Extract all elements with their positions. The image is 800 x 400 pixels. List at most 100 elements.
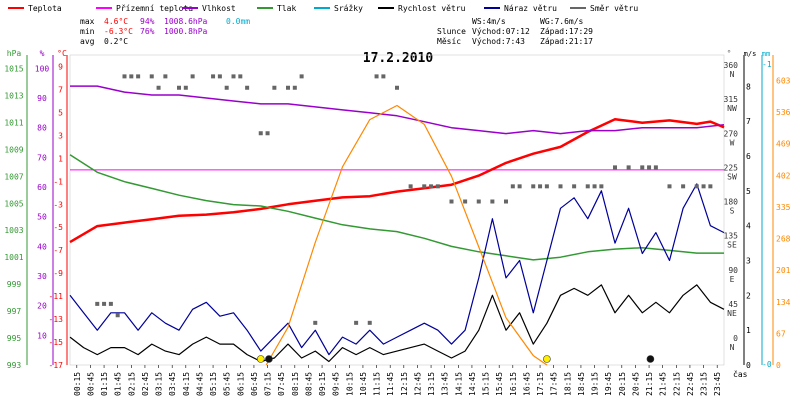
stats-label: min bbox=[80, 27, 95, 36]
hpa-tick: 993 bbox=[7, 361, 22, 370]
direction-tick-label: NE bbox=[727, 309, 737, 318]
x-tick: 11:15 bbox=[373, 372, 382, 396]
stats-block: max 4.6°C 94% 1008.6hPa 0.0mm min -6.3°C 76% 100… bbox=[80, 17, 250, 46]
stats-pressure: 1008.6hPa bbox=[164, 17, 208, 26]
series-line-slunce bbox=[265, 104, 548, 366]
legend: Teplota Přízemní teplota Vlhkost Tlak Srážky… bbox=[8, 4, 638, 13]
humidity-axis-unit: % bbox=[40, 49, 45, 58]
wind-direction-point bbox=[374, 74, 379, 79]
wind-tick: 2 bbox=[746, 291, 751, 300]
x-tick: 14:15 bbox=[454, 372, 463, 396]
wind-direction-point bbox=[681, 184, 686, 189]
wind-direction-point bbox=[129, 74, 134, 79]
wind-direction-point bbox=[449, 199, 454, 204]
x-tick: 11:45 bbox=[386, 372, 395, 396]
direction-tick: 270 bbox=[724, 129, 739, 138]
x-tick: 16:45 bbox=[522, 372, 531, 396]
wind-direction-point bbox=[667, 184, 672, 189]
wind-direction-point bbox=[599, 184, 604, 189]
humidity-tick: 60 bbox=[37, 183, 47, 192]
marker-moonset bbox=[646, 355, 655, 363]
rain-tick: -1 bbox=[762, 60, 772, 69]
wind-direction-point bbox=[156, 85, 161, 90]
wind-direction-point bbox=[613, 165, 617, 170]
wind-direction-point bbox=[286, 85, 290, 90]
x-tick: 13:15 bbox=[427, 372, 436, 396]
series-line-teplota bbox=[69, 118, 725, 244]
wind-direction-point bbox=[136, 74, 141, 79]
x-tick: 02:45 bbox=[141, 372, 150, 396]
wind-direction-point bbox=[381, 74, 386, 79]
humidity-tick: 50 bbox=[37, 213, 47, 222]
hpa-tick: 1009 bbox=[4, 145, 23, 154]
x-tick: 09:15 bbox=[318, 372, 327, 396]
wind-direction-point bbox=[395, 85, 399, 90]
direction-tick: 315 bbox=[724, 95, 739, 104]
x-tick: 09:45 bbox=[332, 372, 341, 396]
x-tick: 12:45 bbox=[413, 372, 422, 396]
temp-tick: 1 bbox=[58, 154, 63, 163]
wind-direction-point bbox=[95, 301, 100, 306]
wind-direction-point bbox=[367, 320, 372, 325]
temp-tick: -9 bbox=[53, 269, 63, 278]
wind-tick: 1 bbox=[746, 326, 751, 335]
legend-item-label: Tlak bbox=[277, 4, 296, 13]
wind-direction-point bbox=[463, 199, 468, 204]
direction-tick: 90 bbox=[728, 266, 738, 275]
x-tick: 07:15 bbox=[264, 372, 273, 396]
temp-tick: 7 bbox=[58, 85, 63, 94]
info-sun-set: Západ:17:29 bbox=[540, 27, 593, 36]
wind-direction-point bbox=[592, 184, 597, 189]
direction-tick-label: SW bbox=[727, 172, 737, 181]
direction-tick-label: N bbox=[730, 343, 735, 352]
wind-direction-point bbox=[217, 74, 222, 79]
rain-tick: -0 bbox=[762, 360, 772, 369]
info-block: WS:4m/s WG:7.6m/s Slunce Východ:07:12 Západ:… bbox=[437, 17, 593, 46]
temp-tick: 5 bbox=[58, 108, 63, 117]
solar-tick: 268 bbox=[776, 235, 791, 244]
plot-area bbox=[69, 74, 725, 366]
wind-direction-point bbox=[115, 313, 120, 318]
wind-direction-point bbox=[585, 184, 590, 189]
solar-tick: 603 bbox=[776, 76, 791, 85]
hpa-tick: 1013 bbox=[4, 91, 23, 100]
temp-tick: -11 bbox=[49, 292, 64, 301]
solar-tick: 201 bbox=[776, 266, 791, 275]
hpa-tick: 1015 bbox=[4, 64, 23, 73]
x-tick: 12:15 bbox=[400, 372, 409, 396]
x-tick: 23:45 bbox=[713, 372, 722, 396]
x-tick: 18:15 bbox=[563, 372, 572, 396]
info-moon-label: Měsíc bbox=[437, 37, 461, 46]
wind-direction-point bbox=[653, 165, 658, 170]
temp-tick: -17 bbox=[49, 361, 64, 370]
info-moon-rise: Východ:7:43 bbox=[472, 37, 525, 46]
info-moon-set: Západ:21:17 bbox=[540, 37, 593, 46]
x-tick: 19:15 bbox=[591, 372, 600, 396]
legend-item-label: Rychlost větru bbox=[398, 4, 466, 13]
humidity-tick: 70 bbox=[37, 153, 47, 162]
x-tick: 08:15 bbox=[291, 372, 300, 396]
wind-direction-point bbox=[517, 184, 522, 189]
x-tick: 02:15 bbox=[127, 372, 136, 396]
stats-pressure: 1000.8hPa bbox=[164, 27, 208, 36]
x-tick: 19:45 bbox=[604, 372, 613, 396]
legend-item-label: Srážky bbox=[334, 4, 363, 13]
wind-direction-point bbox=[429, 184, 434, 189]
wind-direction-point bbox=[102, 301, 107, 306]
x-tick: 15:45 bbox=[495, 372, 504, 396]
wind-direction-point bbox=[647, 165, 652, 170]
plot-frame bbox=[69, 54, 725, 366]
wind-direction-point bbox=[211, 74, 216, 79]
wind-tick: 8 bbox=[746, 82, 751, 91]
humidity-tick: 100 bbox=[35, 64, 50, 73]
legend-item-label: Směr větru bbox=[590, 4, 638, 13]
wind-direction-point bbox=[626, 165, 631, 170]
humidity-tick: 80 bbox=[37, 124, 47, 133]
x-tick: 04:45 bbox=[195, 372, 204, 396]
x-tick: 18:45 bbox=[577, 372, 586, 396]
humidity-tick: 30 bbox=[37, 272, 47, 281]
wind-direction-point bbox=[238, 74, 243, 79]
x-tick: 17:15 bbox=[536, 372, 545, 396]
wind-direction-point bbox=[476, 199, 481, 204]
